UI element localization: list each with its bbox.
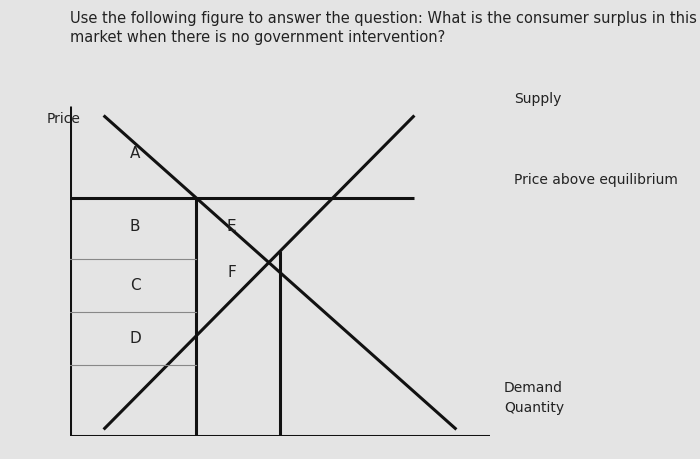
- Text: market when there is no government intervention?: market when there is no government inter…: [70, 30, 445, 45]
- Text: Supply: Supply: [514, 92, 562, 106]
- Text: Price: Price: [47, 112, 80, 126]
- Text: C: C: [130, 278, 141, 293]
- Text: D: D: [130, 331, 141, 346]
- Text: Price above equilibrium: Price above equilibrium: [514, 173, 678, 187]
- Text: Quantity: Quantity: [504, 401, 564, 414]
- Text: B: B: [130, 218, 140, 234]
- Text: Use the following figure to answer the question: What is the consumer surplus in: Use the following figure to answer the q…: [70, 11, 697, 27]
- Text: E: E: [227, 218, 237, 234]
- Text: F: F: [228, 265, 236, 280]
- Text: Demand: Demand: [504, 381, 563, 395]
- Text: A: A: [130, 146, 140, 161]
